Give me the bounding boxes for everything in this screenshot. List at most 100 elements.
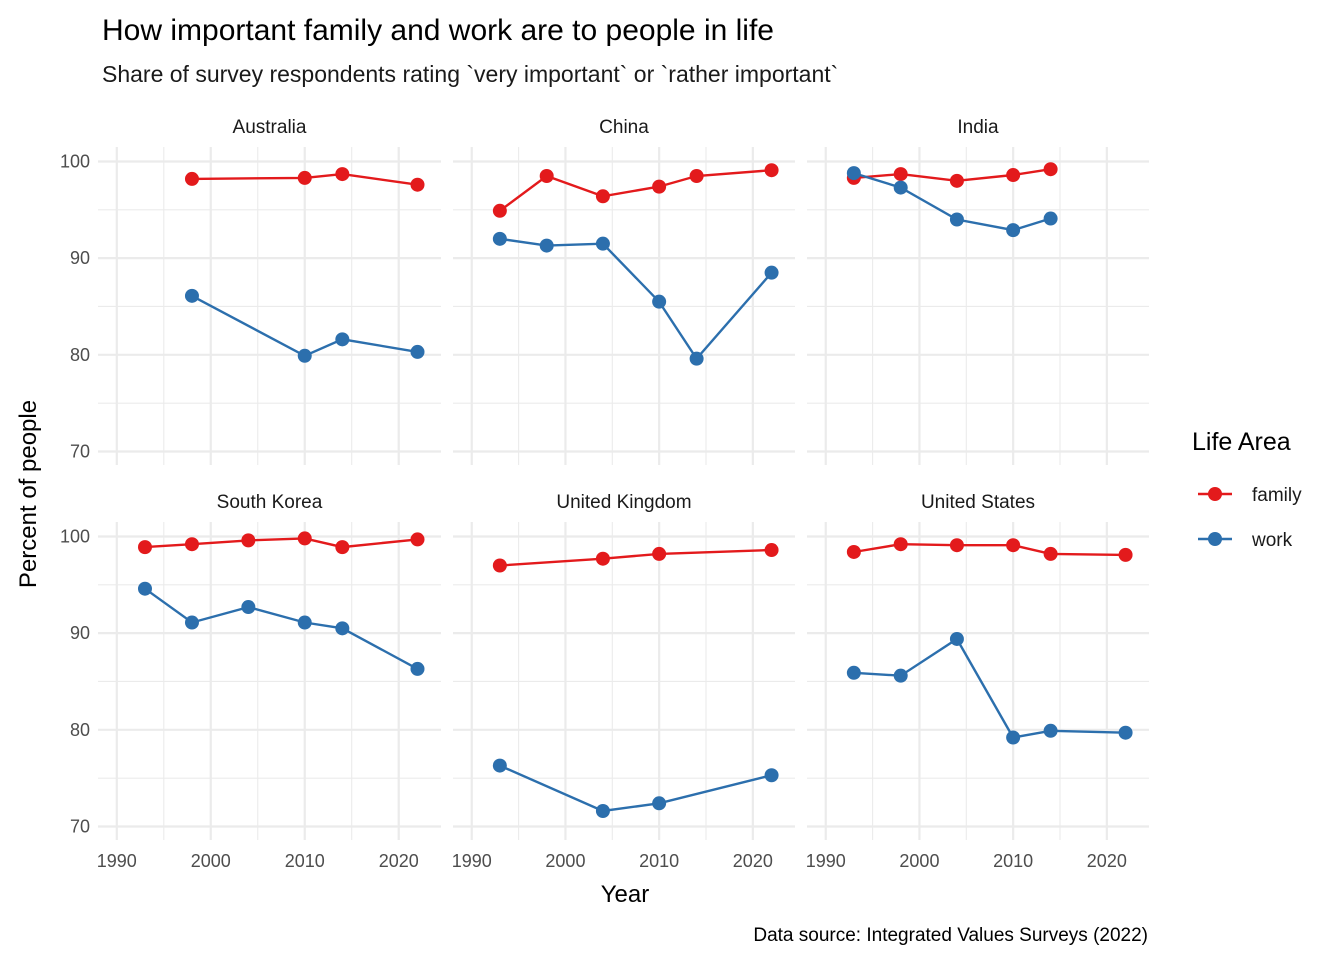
data-point-family [539,168,554,183]
data-point-work [764,265,779,280]
y-tick-label: 90 [70,623,90,643]
data-point-family [846,544,861,559]
data-point-family [595,189,610,204]
legend-title: Life Area [1192,428,1291,456]
data-point-family [335,167,350,182]
y-tick-label: 90 [70,248,90,268]
chart-title: How important family and work are to peo… [102,14,774,47]
data-point-work [1043,211,1058,226]
data-point-family [335,540,350,555]
data-point-work [893,180,908,195]
data-point-family [652,546,667,561]
data-point-work [846,166,861,181]
data-point-work [241,600,256,615]
data-point-family [492,203,507,218]
data-point-work [652,796,667,811]
series-line-family-united-states [853,542,1126,557]
data-point-work [492,758,507,773]
data-point-work [410,661,425,676]
data-point-work [1006,730,1021,745]
chart-caption: Data source: Integrated Values Surveys (… [753,925,1148,946]
x-tick-label: 2020 [1087,851,1127,871]
y-tick-label: 100 [60,526,90,546]
x-tick-label: 2010 [639,851,679,871]
x-tick-label: 1990 [452,851,492,871]
series-line-family-south-korea [144,537,418,549]
legend-key-point-family [1208,487,1222,501]
data-point-family [949,173,964,188]
data-point-family [949,538,964,553]
data-point-work [1043,723,1058,738]
x-tick-label: 1990 [97,851,137,871]
data-point-family [893,167,908,182]
data-point-family [1043,162,1058,177]
data-point-family [764,543,779,558]
data-point-family [764,163,779,178]
data-point-family [1043,546,1058,561]
panel-india: India [807,117,1149,465]
y-tick-label: 80 [70,720,90,740]
data-point-family [893,537,908,552]
y-tick-label: 70 [70,816,90,836]
data-point-work [949,631,964,646]
x-tick-label: 2020 [733,851,773,871]
data-point-family [595,551,610,566]
data-point-family [241,533,256,548]
data-point-work [764,768,779,783]
data-point-work [652,294,667,309]
series-line-work-united-kingdom [499,764,772,813]
data-point-work [297,348,312,363]
series-line-work-australia [191,294,418,358]
data-point-work [893,668,908,683]
data-point-family [1006,538,1021,553]
legend-label-work: work [1251,530,1293,551]
data-point-work [335,621,350,636]
y-axis-title: Percent of people [15,400,42,588]
x-tick-label: 2000 [899,851,939,871]
facet-label-australia: Australia [233,117,307,138]
data-point-work [689,351,704,366]
data-point-work [137,581,152,596]
data-point-family [137,540,152,555]
x-tick-label: 2020 [379,851,419,871]
x-tick-label: 1990 [806,851,846,871]
facet-label-south-korea: South Korea [217,492,323,513]
data-point-work [335,332,350,347]
data-point-work [297,615,312,630]
data-point-work [539,238,554,253]
facet-label-united-kingdom: United Kingdom [556,492,691,513]
data-point-family [297,531,312,546]
x-tick-label: 2000 [545,851,585,871]
data-point-family [184,537,199,552]
data-point-work [595,236,610,251]
facet-label-india: India [957,117,999,138]
data-point-work [949,212,964,227]
series-line-work-united-states [853,637,1126,739]
data-point-family [410,177,425,192]
data-point-family [1006,168,1021,183]
series-line-work-china [499,237,773,361]
data-point-work [410,344,425,359]
series-line-family-china [499,169,772,212]
series-line-work-south-korea [144,587,419,670]
y-tick-label: 80 [70,345,90,365]
x-tick-label: 2010 [285,851,325,871]
data-point-family [297,170,312,185]
data-point-work [1118,725,1133,740]
series-line-family-australia [191,172,418,186]
panel-south-korea: South Korea 70 80 90 100 1990 2000 2010 2020 [60,492,441,871]
x-axis-title: Year [601,881,650,908]
data-point-work [184,615,199,630]
legend-label-family: family [1252,485,1302,506]
data-point-work [1006,223,1021,238]
y-tick-label: 100 [60,151,90,171]
legend: family work [1198,485,1302,551]
panel-united-kingdom: United Kingdom 1990 2000 2010 2020 [452,492,795,871]
facet-label-united-states: United States [921,492,1035,513]
legend-key-point-work [1208,532,1222,546]
data-point-work [846,665,861,680]
data-point-work [595,804,610,819]
panel-united-states: United States 1990 2000 2010 2020 [806,492,1149,871]
x-tick-label: 2000 [191,851,231,871]
